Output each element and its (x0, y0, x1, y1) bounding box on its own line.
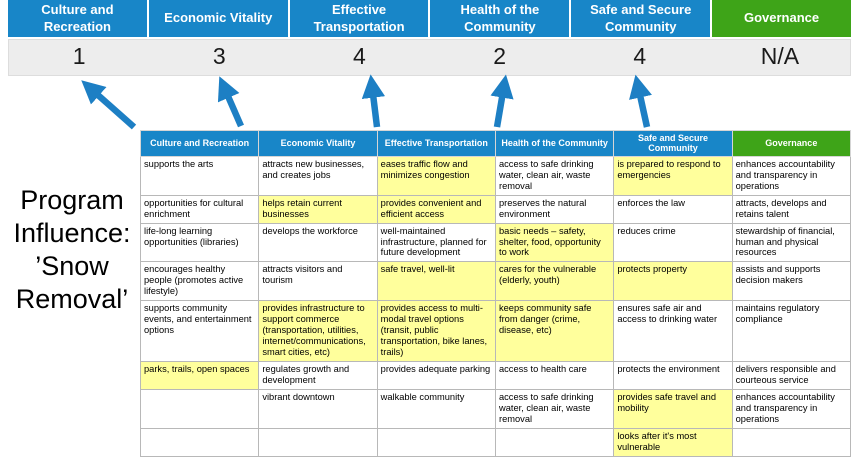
matrix-cell: attracts, develops and retains talent (731, 194, 852, 224)
table-row: looks after it's most vulnerable (139, 428, 852, 457)
matrix-cell: preserves the natural environment (494, 194, 615, 224)
matrix-cell: develops the workforce (258, 222, 378, 263)
matrix-col-header-1: Economic Vitality (258, 130, 378, 157)
matrix-cell: enforces the law (613, 194, 733, 224)
scoreboard-header-3: Health of the Community (430, 0, 570, 37)
matrix-cell: encourages healthy people (promotes acti… (139, 261, 260, 302)
matrix-cell: regulates growth and development (258, 361, 378, 391)
matrix-cell: stewardship of financial, human and phys… (731, 222, 852, 263)
scoreboard-score-5: N/A (760, 43, 800, 69)
matrix-cell: access to health care (494, 361, 615, 391)
program-title: Program Influence: ’Snow Removal’ (13, 185, 131, 314)
scoreboard-score-0: 1 (72, 43, 86, 69)
matrix-cell: protects property (613, 261, 733, 302)
matrix-cell: protects the environment (613, 361, 733, 391)
matrix-cell: basic needs – safety, shelter, food, opp… (494, 222, 615, 263)
matrix-cell (494, 428, 615, 457)
matrix-cell: provides access to multi-modal travel op… (376, 300, 496, 363)
matrix-col-header-4: Safe and Secure Community (613, 130, 733, 157)
matrix-cell (139, 389, 260, 430)
matrix-cell: provides adequate parking (376, 361, 496, 391)
matrix-cell: access to safe drinking water, clean air… (494, 155, 615, 196)
scoreboard-headers: Culture and Recreation Economic Vitality E… (8, 0, 851, 37)
matrix-cell: looks after it's most vulnerable (613, 428, 733, 457)
matrix-cell: enhances accountability and transparency… (731, 155, 852, 196)
matrix-cell: supports community events, and entertain… (139, 300, 260, 363)
table-row: supports the arts attracts new businesses… (139, 155, 852, 196)
scoreboard-score-3: 2 (493, 43, 506, 69)
scoreboard-score-2: 4 (353, 43, 366, 69)
matrix-cell: vibrant downtown (258, 389, 378, 430)
matrix-cell (258, 428, 378, 457)
scoreboard: Culture and Recreation Economic Vitality E… (8, 0, 851, 76)
scoreboard-score-1: 3 (212, 43, 226, 69)
matrix-cell: provides safe travel and mobility (613, 389, 733, 430)
matrix-col-header-3: Health of the Community (494, 130, 615, 157)
matrix-body: supports the arts attracts new businesses… (139, 155, 852, 457)
matrix-cell: reduces crime (613, 222, 733, 263)
up-arrow-icon (629, 74, 652, 128)
matrix-cell: supports the arts (139, 155, 260, 196)
scoreboard-header-1: Economic Vitality (148, 0, 288, 37)
matrix-cell: safe travel, well-lit (376, 261, 496, 302)
matrix-cell: enhances accountability and transparency… (731, 389, 852, 430)
matrix-cell: attracts new businesses, and creates job… (258, 155, 378, 196)
matrix-cell: delivers responsible and courteous servi… (731, 361, 852, 391)
matrix-cell: walkable community (376, 389, 496, 430)
scoreboard-header-5: Governance (712, 0, 851, 37)
matrix-cell (139, 428, 260, 457)
matrix-cell: keeps community safe from danger (crime,… (494, 300, 615, 363)
matrix-col-header-2: Effective Transportation (376, 130, 496, 157)
matrix-cell: cares for the vulnerable (elderly, youth… (494, 261, 615, 302)
matrix-cell: eases traffic flow and minimizes congest… (376, 155, 496, 196)
matrix-header-row: Culture and Recreation Economic Vitality E… (139, 130, 852, 157)
scoreboard-scores: 1 3 4 2 4 N/A (8, 39, 851, 76)
table-row: opportunities for cultural enrichment hel… (139, 194, 852, 224)
table-row: supports community events, and entertain… (139, 300, 852, 363)
matrix-cell: provides infrastructure to support comme… (258, 300, 378, 363)
matrix-cell: opportunities for cultural enrichment (139, 194, 260, 224)
scoreboard-header-0: Culture and Recreation (8, 0, 147, 37)
matrix-col-header-0: Culture and Recreation (139, 130, 260, 157)
matrix-cell: life-long learning opportunities (librar… (139, 222, 260, 263)
up-arrow-icon (361, 74, 386, 128)
matrix-cell: attracts visitors and tourism (258, 261, 378, 302)
table-row: vibrant downtown walkable community access… (139, 389, 852, 430)
matrix-cell: helps retain current businesses (258, 194, 378, 224)
matrix-cell (731, 428, 852, 457)
matrix-cell: maintains regulatory compliance (731, 300, 852, 363)
scoreboard-header-4: Safe and Secure Community (571, 0, 711, 37)
table-row: life-long learning opportunities (librar… (139, 222, 852, 263)
matrix-cell: well-maintained infrastructure, planned … (376, 222, 496, 263)
matrix-cell: ensures safe air and access to drinking … (613, 300, 733, 363)
scoreboard-header-2: Effective Transportation (289, 0, 429, 37)
matrix-col-header-5: Governance (731, 130, 852, 157)
influence-matrix: Culture and Recreation Economic Vitality E… (139, 130, 852, 457)
table-row: parks, trails, open spaces regulates grow… (139, 361, 852, 391)
matrix-cell: parks, trails, open spaces (139, 361, 260, 391)
up-arrows-layer (81, 74, 652, 130)
up-arrow-icon (81, 80, 137, 130)
matrix-cell: provides convenient and efficient access (376, 194, 496, 224)
matrix-cell (376, 428, 496, 457)
up-arrow-icon (490, 74, 514, 128)
matrix-cell: assists and supports decision makers (731, 261, 852, 302)
matrix-cell: access to safe drinking water, clean air… (494, 389, 615, 430)
matrix-cell: is prepared to respond to emergencies (613, 155, 733, 196)
table-row: encourages healthy people (promotes acti… (139, 261, 852, 302)
scoreboard-score-4: 4 (633, 43, 647, 69)
up-arrow-icon (217, 76, 244, 128)
matrix-table: Culture and Recreation Economic Vitality E… (139, 130, 852, 457)
